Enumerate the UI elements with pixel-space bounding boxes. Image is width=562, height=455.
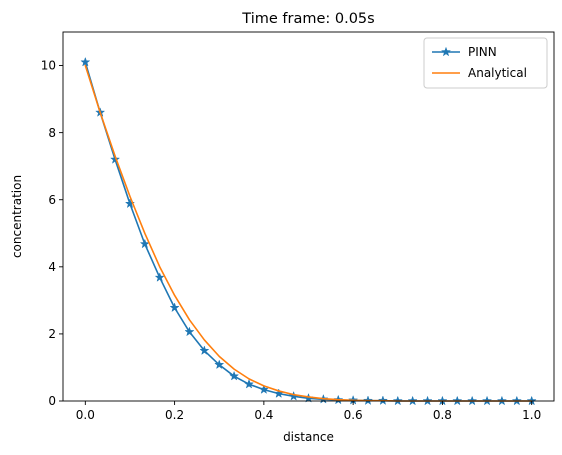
x-tick-label: 0.6 [344,408,363,422]
y-tick-label: 10 [41,59,56,73]
x-tick-label: 1.0 [522,408,541,422]
legend: PINN Analytical [423,37,548,89]
data-point [109,154,121,164]
data-point [184,326,195,337]
data-point [199,345,210,356]
y-tick-label: 8 [48,126,56,140]
x-tick-label: 0.4 [254,408,273,422]
y-tick-label: 2 [48,327,56,341]
data-point [214,359,225,370]
axes-layer: 0.0 0.2 0.4 0.6 0.8 1.0 0 2 4 6 8 10 [41,31,555,422]
legend-item-analytical: Analytical [432,66,527,80]
data-point [80,56,91,67]
x-tick-label: 0.8 [433,408,452,422]
y-tick-label: 6 [48,193,56,207]
legend-label: PINN [468,45,497,59]
legend-swatch-marker [440,46,452,57]
data-point [154,272,165,282]
legend-item-pinn: PINN [432,45,497,59]
y-axis-label: concentration [10,175,24,258]
x-tick-label: 0.2 [165,408,184,422]
data-point [258,384,269,394]
data-point [228,370,240,381]
data-point [124,198,136,209]
legend-label: Analytical [468,66,527,80]
plot-frame [62,31,555,402]
chart-title: Time frame: 0.05s [241,11,374,27]
y-tick-label: 4 [48,260,56,274]
x-tick-label: 0.0 [76,408,95,422]
legend-box [423,37,548,89]
data-point [243,378,255,389]
data-point [169,302,180,313]
y-tick-label: 0 [48,394,56,408]
x-axis-label: distance [283,430,334,444]
